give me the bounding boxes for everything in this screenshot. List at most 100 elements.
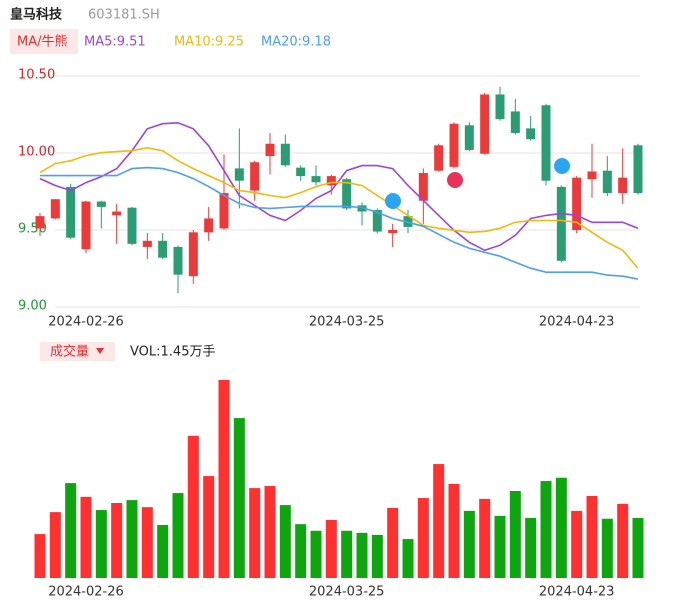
volume-bar bbox=[95, 510, 107, 578]
ma-line bbox=[39, 121, 639, 252]
volume-bar bbox=[341, 530, 353, 578]
candle-body bbox=[280, 143, 290, 166]
volume-bar bbox=[448, 483, 460, 578]
volume-bar bbox=[49, 512, 61, 578]
volume-bar bbox=[172, 493, 184, 578]
candle-body bbox=[35, 216, 45, 229]
candle-body bbox=[618, 177, 628, 194]
x-tick-label: 2024-03-25 bbox=[309, 585, 385, 600]
volume-bar bbox=[310, 530, 322, 578]
legend-label: MA20:9.18 bbox=[261, 35, 331, 50]
volume-bar bbox=[632, 517, 644, 578]
volume-bar bbox=[525, 517, 537, 578]
volume-bar bbox=[540, 481, 552, 578]
dropdown-arrow bbox=[96, 348, 104, 354]
candle-body bbox=[81, 201, 91, 250]
legend-label: MA5:9.51 bbox=[84, 35, 146, 50]
candle-body bbox=[633, 145, 643, 194]
volume-bar bbox=[80, 496, 92, 578]
candle-body bbox=[342, 179, 352, 209]
candle-body bbox=[510, 111, 520, 133]
volume-bar bbox=[249, 488, 261, 578]
volume-bar bbox=[417, 498, 429, 578]
y-tick-label: 10.50 bbox=[18, 68, 55, 83]
candle-body bbox=[66, 186, 76, 238]
badge-bg bbox=[10, 29, 78, 54]
x-tick-label: 2024-04-23 bbox=[539, 585, 615, 600]
candle-body bbox=[311, 176, 321, 183]
candle-body bbox=[296, 167, 306, 177]
volume-bar bbox=[157, 524, 169, 578]
y-tick-label: 10.00 bbox=[18, 145, 55, 160]
candle-body bbox=[572, 177, 582, 230]
candle-body bbox=[158, 240, 168, 258]
volume-bar bbox=[479, 498, 491, 578]
x-tick-label: 2024-02-26 bbox=[48, 315, 124, 330]
candle-body bbox=[357, 205, 367, 212]
volume-bar bbox=[463, 510, 475, 578]
signal-badge bbox=[385, 158, 570, 209]
candle-body bbox=[219, 193, 229, 229]
candle-body bbox=[372, 209, 382, 232]
x-tick-label: 2024-03-25 bbox=[309, 315, 385, 330]
chart-subtitle: 603181.SH bbox=[88, 8, 160, 23]
candle-body bbox=[495, 94, 505, 120]
volume-bar bbox=[126, 500, 138, 578]
volume-bar bbox=[295, 524, 307, 578]
volume-bar bbox=[433, 464, 445, 578]
candle-body bbox=[173, 246, 183, 275]
volume-bar bbox=[203, 476, 215, 578]
candle-body bbox=[541, 105, 551, 181]
badge-bg bbox=[40, 342, 115, 361]
candle-body bbox=[587, 171, 597, 180]
volume-bar bbox=[371, 534, 383, 578]
volume-bar bbox=[279, 505, 291, 578]
volume-bar bbox=[617, 503, 629, 578]
volume-bar bbox=[233, 418, 245, 578]
candle-body bbox=[250, 162, 260, 191]
y-tick-label: 9.00 bbox=[18, 299, 47, 314]
volume-bar bbox=[356, 532, 368, 578]
volume-bar bbox=[111, 503, 123, 578]
legend-label: MA10:9.25 bbox=[174, 35, 244, 50]
volume-bar bbox=[586, 495, 598, 578]
candle-body bbox=[127, 207, 137, 244]
candle-body bbox=[142, 240, 152, 247]
volume-bar bbox=[387, 507, 399, 578]
volume-bar bbox=[509, 491, 521, 578]
ma-line bbox=[40, 166, 639, 280]
volume-bar bbox=[187, 435, 199, 578]
volume-bar bbox=[402, 539, 414, 578]
candle-body bbox=[464, 125, 474, 150]
candle-body bbox=[388, 230, 398, 234]
candle-body bbox=[434, 145, 444, 171]
badge[interactable]: 成交量 bbox=[50, 344, 89, 360]
candle-body bbox=[526, 128, 536, 140]
volume-label: VOL:1.45万手 bbox=[130, 345, 215, 360]
candle-body bbox=[234, 168, 244, 181]
ma-line bbox=[39, 146, 639, 269]
candle-body bbox=[449, 123, 459, 167]
volume-bar bbox=[34, 534, 46, 578]
x-tick-label: 2024-02-26 bbox=[48, 585, 124, 600]
volume-bar bbox=[494, 515, 506, 578]
candle-body bbox=[204, 218, 214, 233]
volume-bar bbox=[141, 507, 153, 578]
volume-bar bbox=[571, 510, 583, 578]
candle-body bbox=[50, 199, 60, 219]
badge[interactable]: MA/牛熊 bbox=[17, 34, 68, 50]
chart-title: 皇马科技 bbox=[10, 7, 63, 23]
candle-body bbox=[602, 170, 612, 194]
volume-bar bbox=[65, 483, 77, 578]
volume-bar bbox=[555, 477, 567, 578]
candle-body bbox=[326, 176, 336, 186]
volume-bar bbox=[325, 520, 337, 578]
candle-body bbox=[188, 232, 198, 277]
candle-body bbox=[265, 143, 275, 157]
volume-bar bbox=[601, 518, 613, 578]
candle-body bbox=[96, 201, 106, 207]
candle-body bbox=[556, 186, 566, 261]
volume-bar bbox=[218, 379, 230, 578]
candle-body bbox=[112, 211, 122, 216]
